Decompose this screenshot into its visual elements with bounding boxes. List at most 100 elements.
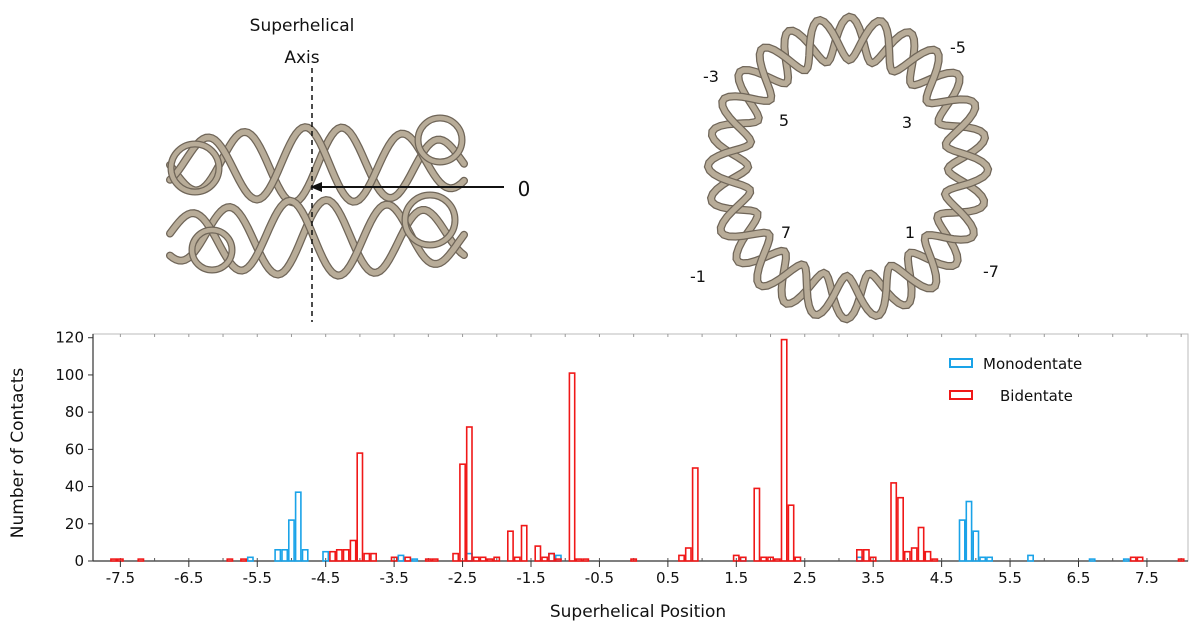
bidentate-bar [486,558,494,562]
top-label-minus1: -1 [690,267,706,286]
bidentate-bar [739,556,747,562]
bidentate-bar [404,556,412,562]
legend-label-bidentate: Bidentate [1000,387,1073,405]
nucleosome-top-view: -5 -3 5 3 7 1 -1 -7 [690,12,999,324]
y-axis-label: Number of Contacts [8,368,28,539]
bidentate-bar [548,552,556,562]
dna-ring-strand [705,17,991,319]
y-tick-label: 100 [55,366,84,384]
bidentate-bar [506,530,514,562]
bidentate-bar [917,526,925,562]
y-tick-label: 120 [55,329,84,347]
monodentate-bar [958,519,966,562]
x-tick-label: -6.5 [174,569,203,587]
monodentate-bar [294,491,302,562]
bidentate-bar [137,558,145,562]
bidentate-bar [691,467,699,562]
legend-label-monodentate: Monodentate [983,355,1082,373]
bidentate-bar [513,556,521,562]
y-tick-label: 20 [65,515,84,533]
top-label-minus3: -3 [703,67,719,86]
top-label-minus7: -7 [983,262,999,281]
bidentate-bar [890,482,898,562]
bidentate-bar [370,552,377,562]
dna-ring-strand [708,13,988,323]
bidentate-bar [335,548,343,562]
y-tick-label: 60 [65,440,84,458]
bidentate-bar [541,556,549,562]
x-tick-label: 3.5 [861,569,885,587]
y-tick-labels: 0 20 40 60 80 100 120 [55,329,93,570]
bidentate-bar [110,558,118,562]
dna-loop [168,141,222,195]
dna-loop [415,115,465,165]
bidentate-bar [240,558,247,562]
x-tick-label: 2.5 [793,569,817,587]
x-tick-labels: -7.5 -6.5 -5.5 -4.5 -3.5 -2.5 -1.5 -0.5 0.5 1.5 2.… [106,561,1159,587]
monodentate-bar [274,548,282,562]
x-tick-label: 1.5 [724,569,748,587]
bidentate-bar [582,558,590,562]
bidentate-bar [678,554,686,562]
monodentate-bar [986,556,994,562]
bidentate-bar [329,550,336,562]
bidentate-bar [931,558,939,562]
bidentate-bar [924,550,932,562]
bidentate-bar [780,338,788,562]
x-tick-label: -2.5 [448,569,477,587]
bidentate-bar [787,504,795,562]
nucleosome-side-view: Superhelical Axis 0 [166,16,530,322]
bidentate-bar [356,452,364,562]
bidentate-bar [520,524,528,562]
bidentate-bar [760,556,768,562]
top-label-7: 7 [781,223,791,242]
monodentate-bar [281,548,289,562]
bidentate-bar [472,556,480,562]
monodentate-bar [287,519,295,562]
x-tick-label: 6.5 [1067,569,1091,587]
bidentate-bar [431,558,439,562]
bidentate-bar [897,496,905,562]
bidentate-bar [1129,556,1137,562]
dna-loop [402,192,458,248]
x-tick-label: 5.5 [998,569,1022,587]
bidentate-bar [363,552,371,562]
bidentate-bar [855,548,863,562]
axis-label-line1: Superhelical [250,16,355,36]
monodentate-bar [965,500,973,562]
y-tick-label: 40 [65,478,84,496]
axis-label-line2: Axis [284,48,319,68]
bidentate-bar [459,463,466,562]
x-tick-label: -0.5 [585,569,614,587]
bidentate-bar [630,558,638,562]
dna-loop [189,227,235,273]
x-tick-label: -3.5 [379,569,408,587]
bidentate-bar [684,547,692,562]
bidentate-bar [862,548,870,562]
x-tick-label: 7.5 [1135,569,1159,587]
x-axis-label: Superhelical Position [550,602,726,622]
bidentate-bar [493,556,501,562]
bidentate-bar [575,558,583,562]
y-tick-label: 0 [74,552,84,570]
monodentate-bar [1027,554,1035,562]
x-tick-label: -1.5 [516,569,545,587]
bidentate-bar [534,545,542,562]
y-tick-label: 80 [65,403,84,421]
legend-swatch-monodentate [949,358,973,368]
monodentate-bar [246,556,254,562]
top-label-3: 3 [902,113,912,132]
bidentate-bar [794,556,802,562]
arrow-to-position-zero [310,182,504,192]
x-tick-label: 0.5 [656,569,680,587]
dna-strand [167,197,467,278]
bidentate-bar [1177,558,1185,562]
monodentate-bar [301,548,309,562]
monodentate-bar [411,558,419,562]
bidentate-bar [903,550,911,562]
x-tick-label: -4.5 [311,569,340,587]
bidentate-bar [767,556,775,562]
bidentate-bar [226,558,234,562]
bidentate-bar [349,539,357,562]
